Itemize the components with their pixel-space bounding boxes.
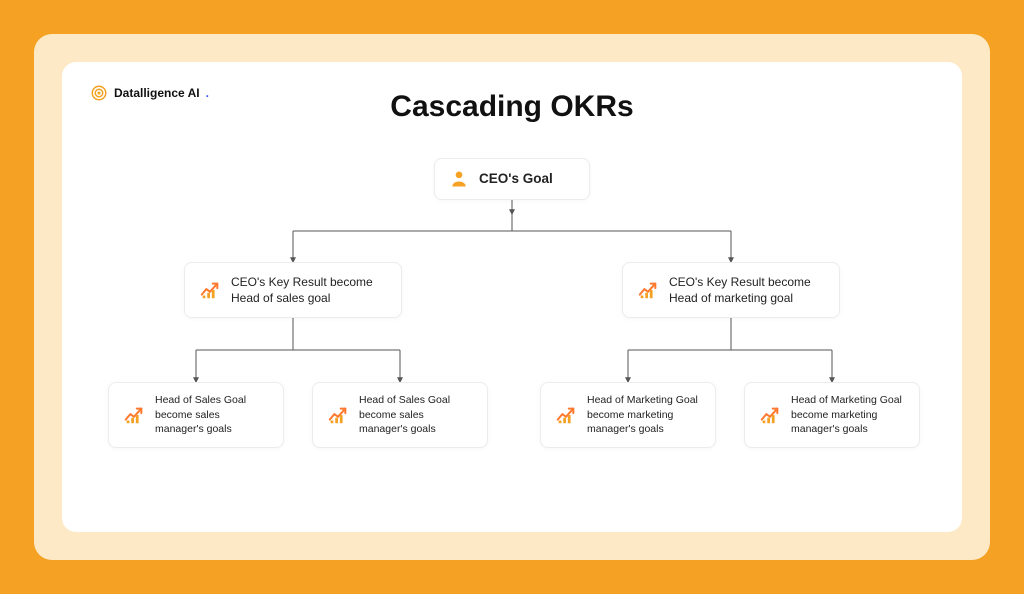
node-marketing-manager-a: Head of Marketing Goal become marketing … (540, 382, 716, 448)
node-head-of-marketing: CEO's Key Result become Head of marketin… (622, 262, 840, 318)
diagram-canvas: Datalligence AI . Cascading OKRs (62, 62, 962, 532)
growth-icon (199, 279, 221, 301)
target-icon (90, 84, 108, 102)
node-label: Head of Sales Goal become sales manager'… (155, 393, 269, 437)
growth-icon (555, 404, 577, 426)
person-icon (449, 169, 469, 189)
node-sales-manager-b: Head of Sales Goal become sales manager'… (312, 382, 488, 448)
node-label: Head of Marketing Goal become marketing … (791, 393, 905, 437)
node-label: CEO's Goal (479, 170, 553, 188)
growth-icon (637, 279, 659, 301)
node-label: CEO's Key Result become Head of sales go… (231, 274, 387, 306)
node-head-of-sales: CEO's Key Result become Head of sales go… (184, 262, 402, 318)
node-ceo-goal: CEO's Goal (434, 158, 590, 200)
growth-icon (327, 404, 349, 426)
page-mid-frame: Datalligence AI . Cascading OKRs (34, 34, 990, 560)
diagram-title: Cascading OKRs (90, 90, 934, 124)
page-outer-frame: Datalligence AI . Cascading OKRs (0, 0, 1024, 594)
node-label: Head of Sales Goal become sales manager'… (359, 393, 473, 437)
node-sales-manager-a: Head of Sales Goal become sales manager'… (108, 382, 284, 448)
growth-icon (123, 404, 145, 426)
node-label: Head of Marketing Goal become marketing … (587, 393, 701, 437)
brand-dot: . (206, 86, 209, 100)
growth-icon (759, 404, 781, 426)
brand-name: Datalligence AI (114, 86, 200, 100)
brand-logo: Datalligence AI . (90, 84, 209, 102)
node-label: CEO's Key Result become Head of marketin… (669, 274, 825, 306)
node-marketing-manager-b: Head of Marketing Goal become marketing … (744, 382, 920, 448)
